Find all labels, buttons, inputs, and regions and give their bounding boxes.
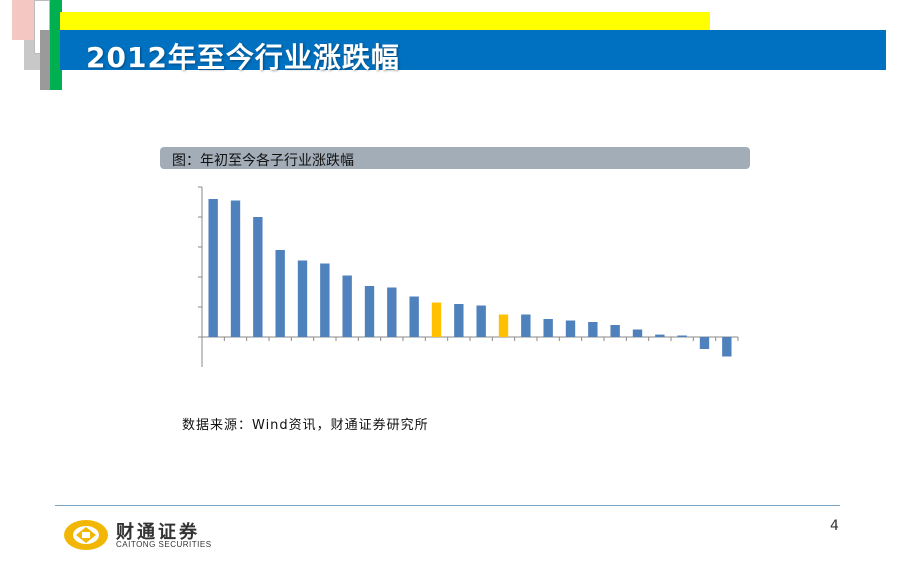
chart-bar — [409, 296, 419, 337]
title-band — [60, 30, 886, 70]
chart-bar — [699, 337, 710, 349]
slide-title: 2012年至今行业涨跌幅 — [86, 41, 400, 74]
chart-bar — [320, 263, 330, 337]
chart-bar — [364, 286, 375, 337]
data-source-note: 数据来源：Wind资讯，财通证券研究所 — [182, 418, 429, 433]
chart-bar — [431, 302, 442, 337]
chart-bar — [521, 314, 531, 337]
logo-name-en: CAITONG SECURITIES — [116, 540, 212, 549]
chart-bar — [655, 334, 665, 337]
chart-bar — [230, 200, 241, 337]
figure-caption-bar — [160, 147, 750, 169]
chart-bar — [342, 275, 352, 337]
chart-bar — [275, 250, 285, 337]
page-number: 4 — [830, 518, 839, 534]
accent-yellow-bar — [60, 12, 710, 30]
corner-decoration-green — [50, 0, 62, 90]
bar-chart — [198, 186, 739, 367]
chart-bar — [297, 260, 308, 337]
chart-bar — [722, 337, 732, 357]
chart-bar — [208, 199, 218, 337]
coin-emblem-icon — [64, 520, 108, 550]
chart-bar — [454, 304, 464, 337]
footer-divider — [55, 505, 840, 506]
chart-bar — [588, 322, 598, 337]
chart-bar — [610, 325, 620, 337]
chart-bar — [543, 319, 553, 337]
chart-bar — [632, 329, 643, 337]
logo-name-cn: 财通证券 — [116, 522, 200, 543]
chart-bar — [565, 320, 576, 337]
chart-bar — [677, 335, 687, 337]
figure-caption: 图：年初至今各子行业涨跌幅 — [172, 153, 354, 169]
chart-bar — [253, 217, 263, 337]
chart-bar — [498, 314, 509, 337]
company-logo: 财通证券 CAITONG SECURITIES — [62, 518, 232, 552]
corner-decoration-pink — [12, 0, 36, 40]
chart-bar — [476, 305, 486, 337]
chart-bar — [387, 287, 397, 337]
